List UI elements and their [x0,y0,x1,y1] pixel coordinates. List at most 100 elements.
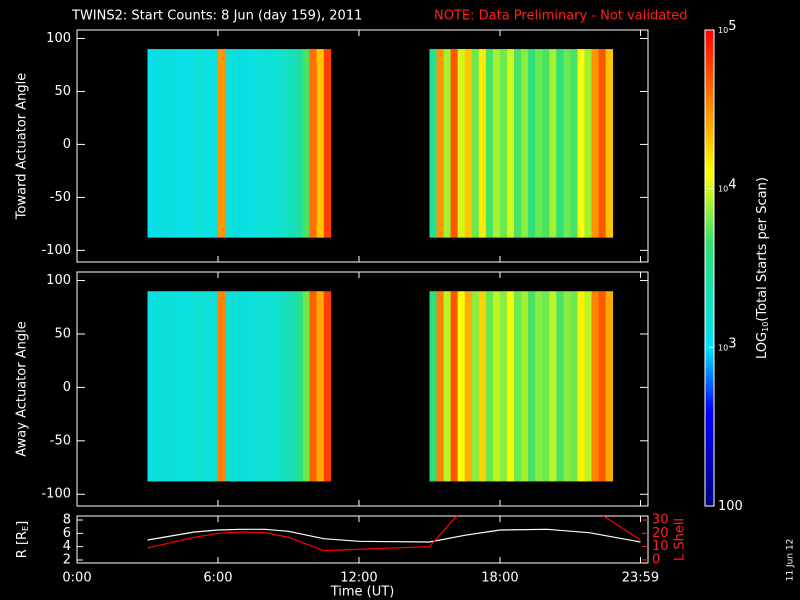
heatmap-cell [232,49,240,238]
heatmap-cell [196,49,205,238]
heatmap-cell [471,291,480,482]
heatmap-cell [591,291,599,482]
heatmap-cell [239,291,247,482]
y-axis-title-part: ] [15,521,30,526]
y-tick-label: -50 [50,433,71,448]
heatmap-cell [492,49,501,238]
y-tick-label: 0 [63,380,71,395]
heatmap-cell [563,291,571,482]
heatmap-cell [499,291,508,482]
heatmap-cell [514,291,522,482]
heatmap-cell [288,49,296,238]
colorbar [704,29,715,507]
heatmap-cell [168,291,176,482]
x-axis-title: Time (UT) [330,585,395,600]
note: NOTE: Data Preliminary - Not validated [434,9,688,24]
heatmap-cell [267,49,275,238]
colorbar-title: LOG10(Total Starts per Scan) [755,177,770,359]
heatmap-cell [217,49,226,238]
heatmap-cell [175,49,184,238]
heatmap-cell [309,49,317,238]
heatmap-cell [161,49,169,238]
y2-tick-label: 30 [652,512,669,527]
heatmap-cell [457,49,466,238]
heatmap-cell [507,291,515,482]
heatmap-cell [316,49,325,238]
heatmap-cell [274,291,282,482]
heatmap-cell [281,291,289,482]
colorbar-title-sub: 10 [761,322,770,332]
heatmap-cell [443,49,451,238]
heatmap-cell [189,291,198,482]
heatmap-cell [528,49,536,238]
heatmap-cell [471,49,480,238]
heatmap-cell [542,291,550,482]
y-tick-label: -100 [41,243,71,258]
heatmap-cell [246,49,254,238]
line-series [147,528,641,543]
heatmap-cell [302,49,310,238]
heatmap-cell [563,49,571,238]
plot-frame [76,29,649,263]
heatmap-cell [457,291,466,482]
colorbar-title-part: (Total Starts per Scan) [755,177,770,322]
heatmap-cell [499,49,508,238]
heatmap-cell [514,49,522,238]
heatmap-cell [535,49,543,238]
heatmap-cell [584,49,592,238]
heatmap-cell [309,291,317,482]
heatmap-cell [605,49,614,238]
y-tick-label: 100 [46,31,71,46]
heatmap-cell [464,291,473,482]
y-tick-label: -50 [50,190,71,205]
colorbar-title-part: LOG [755,332,770,359]
line-series [602,516,641,541]
heatmap-cell [267,291,275,482]
heatmap-cell [556,49,564,238]
y2-axis-title: L Shell [673,518,688,561]
heatmap-cell [584,291,592,482]
heatmap-cell [239,49,247,238]
heatmap-cell [203,49,212,238]
heatmap-cell [232,291,240,482]
heatmap-cell [154,49,162,238]
heatmap-cell [535,291,543,482]
heatmap-cell [464,49,473,238]
colorbar-tick-exp: 3 [728,336,736,351]
x-tick-label: 6:00 [203,571,232,586]
heatmap-cell [253,49,261,238]
line-series [147,516,458,552]
heatmap-cell [436,291,444,482]
heatmap-cell [225,49,233,238]
x-tick-label: 18:00 [481,571,518,586]
heatmap-cell [570,49,578,238]
heatmap-cell [147,49,155,238]
y-axis-title-part: R [R [15,531,30,558]
y-axis-title-sub: E [21,526,30,531]
heatmap-cell [225,291,233,482]
colorbar-tick-base: 10 [718,184,728,193]
heatmap-cell [577,291,585,482]
x-tick-label: 23:59 [622,571,659,586]
heatmap-cell [485,49,494,238]
heatmap-cell [577,49,585,238]
y2-tick-label: 20 [652,526,669,541]
colorbar-tick-label: 103 [718,336,736,352]
colorbar-tick-label: 104 [718,177,736,193]
y-tick-label: 0 [63,137,71,152]
colorbar-tick-label: 105 [718,19,736,35]
colorbar-tick-base: 10 [718,26,728,35]
heatmap-cell [556,291,564,482]
heatmap-cell [549,49,557,238]
heatmap-cell [182,291,191,482]
heatmap-cell [196,291,205,482]
heatmap-cell [521,49,529,238]
plot-frame [76,515,649,564]
y-axis-title: Away Actuator Angle [15,321,30,456]
heatmap-cell [429,49,437,238]
heatmap-cell [260,49,268,238]
y-tick-label: 50 [54,326,71,341]
colorbar-tick-exp: 4 [728,177,736,192]
y-tick-label: 100 [46,273,71,288]
